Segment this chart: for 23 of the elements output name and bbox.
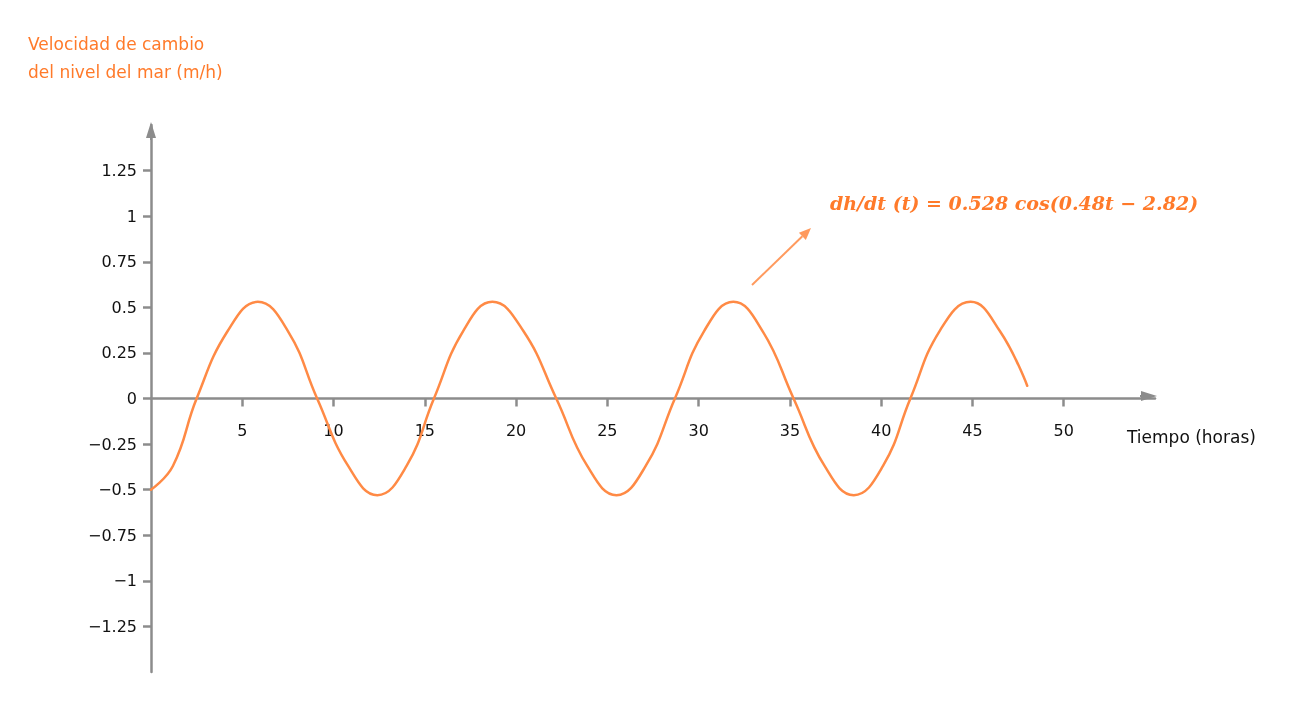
annotation: dh/dt (t) = 0.528 cos(0.48t − 2.82)	[830, 192, 1199, 214]
y-tick-label: −1	[113, 571, 137, 591]
x-tick-label: 30	[688, 421, 709, 440]
y-tick-label: 0	[126, 389, 137, 408]
y-tick-label: 0.75	[101, 252, 137, 272]
x-tick-label: 35	[779, 421, 801, 440]
x-tick-label: 50	[1053, 421, 1074, 440]
x-tick-label: 25	[597, 421, 618, 440]
y-tick-label: 1.25	[101, 161, 137, 181]
y-tick-label: 0.5	[111, 297, 137, 317]
y-tick-label: −0.5	[98, 480, 137, 500]
y-tick-label: −0.75	[87, 525, 137, 545]
y-tick-label: 1	[126, 206, 137, 226]
x-tick-label: 40	[871, 421, 892, 440]
x-tick-label: 45	[962, 421, 983, 440]
y-axis-title: Velocidad de cambio del nivel del mar (m/h)	[28, 33, 223, 84]
x-tick-label: 5	[237, 421, 248, 440]
y-tick-label: 0.25	[101, 343, 137, 363]
y-tick-label: −1.25	[87, 616, 137, 636]
x-axis-title: Tiempo (horas)	[1126, 427, 1256, 447]
y-tick-label: −0.25	[87, 434, 137, 454]
line-series	[149, 300, 1029, 497]
x-tick-label: 20	[505, 421, 527, 440]
